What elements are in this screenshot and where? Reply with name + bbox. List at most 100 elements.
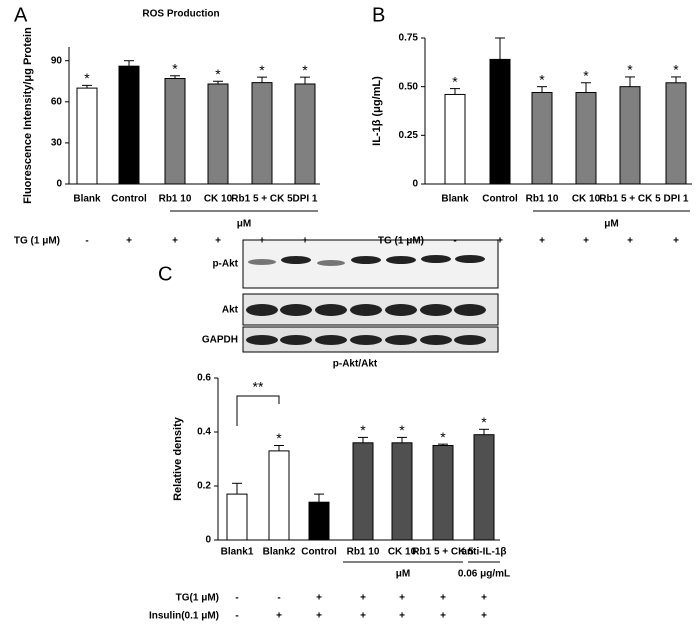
- treatment-sign: +: [302, 236, 308, 247]
- western-blot: [242, 239, 499, 353]
- bar: [76, 87, 98, 185]
- treatment-sign: +: [583, 236, 589, 247]
- treatment-sign: +: [276, 611, 282, 622]
- group-label: μM: [237, 219, 251, 230]
- chart-title: ROS Production: [142, 9, 219, 20]
- x-tick-label: CK 10: [388, 547, 417, 558]
- y-axis-label: Relative density: [172, 416, 184, 501]
- bar: [308, 501, 330, 541]
- x-tick-label: Rb1 10: [347, 547, 380, 558]
- x-tick-label: Blank: [73, 194, 101, 205]
- bar: [352, 442, 374, 541]
- bar: [444, 93, 466, 185]
- treatment-sign: +: [399, 611, 405, 622]
- treatment-sign: -: [235, 611, 238, 622]
- blot-row: [242, 239, 499, 289]
- x-tick-label: Blank: [441, 194, 469, 205]
- bar: [391, 442, 413, 541]
- x-tick-label: Control: [301, 547, 337, 558]
- bar: [432, 445, 454, 541]
- treatment-sign: +: [399, 593, 405, 604]
- y-tick-label: 90: [51, 55, 63, 66]
- treatment-sign: +: [360, 593, 366, 604]
- panel-label: B: [372, 4, 385, 26]
- significance-mark: *: [440, 429, 446, 445]
- x-tick-label: Control: [482, 194, 518, 205]
- x-tick-label: Rb1 5 + CK 5: [412, 547, 474, 558]
- x-tick-label: DPI 1: [663, 194, 688, 205]
- bar: [294, 83, 316, 185]
- bar: [473, 434, 495, 541]
- treatment-sign: +: [316, 611, 322, 622]
- y-tick-label: 0: [412, 179, 418, 190]
- y-tick-label: 0.75: [399, 33, 419, 44]
- treatment-sign: +: [360, 611, 366, 622]
- x-tick-label: Blank2: [263, 547, 296, 558]
- bracket-label: **: [253, 379, 264, 395]
- panel-label: A: [14, 4, 28, 26]
- y-tick-label: 0.50: [399, 81, 419, 92]
- treatment-sign: +: [440, 593, 446, 604]
- bar: [665, 82, 687, 185]
- treatment-sign: +: [259, 236, 265, 247]
- blot-label: p-Akt: [212, 259, 238, 270]
- significance-mark: *: [360, 422, 366, 438]
- treatment-sign: +: [172, 236, 178, 247]
- y-tick-label: 0.25: [399, 130, 419, 141]
- significance-mark: *: [399, 422, 405, 438]
- treatment-sign: +: [627, 236, 633, 247]
- blot-label: Akt: [222, 305, 239, 316]
- significance-mark: *: [452, 73, 458, 89]
- x-tick-label: Rb1 10: [159, 194, 192, 205]
- bar: [251, 82, 273, 185]
- significance-mark: *: [539, 71, 545, 87]
- significance-mark: *: [84, 70, 90, 86]
- significance-mark: *: [215, 66, 221, 82]
- bar: [575, 92, 597, 185]
- treatment-sign: +: [539, 236, 545, 247]
- x-tick-label: CK 10: [204, 194, 233, 205]
- group-label: μM: [396, 569, 410, 580]
- y-tick-label: 60: [51, 96, 63, 107]
- treatment-label: Insulin(0.1 μM): [149, 611, 219, 622]
- significance-mark: *: [481, 414, 487, 430]
- y-axis-label: Fluorescence Intensity/μg Protein: [22, 27, 34, 204]
- y-axis-label: IL-1β (μg/mL): [371, 76, 383, 146]
- x-tick-label: Blank1: [221, 547, 254, 558]
- treatment-label: TG(1 μM): [176, 593, 219, 604]
- x-tick-label: Control: [111, 194, 147, 205]
- significance-mark: *: [673, 62, 679, 78]
- treatment-sign: -: [85, 236, 88, 247]
- x-tick-label: Rb1 5 + CK 5: [231, 194, 293, 205]
- treatment-sign: +: [215, 236, 221, 247]
- significance-mark: *: [627, 62, 633, 78]
- significance-mark: *: [302, 62, 308, 78]
- treatment-sign: +: [673, 236, 679, 247]
- treatment-label: TG (1 μM): [378, 236, 424, 247]
- bar: [268, 450, 290, 541]
- bar: [118, 65, 140, 185]
- treatment-sign: +: [126, 236, 132, 247]
- treatment-sign: +: [440, 611, 446, 622]
- bar: [619, 86, 641, 185]
- significance-bracket: [236, 395, 280, 426]
- y-tick-label: 30: [51, 138, 63, 149]
- bar: [164, 78, 186, 185]
- significance-mark: *: [172, 60, 178, 76]
- y-tick-label: 0.2: [197, 481, 211, 492]
- treatment-label: TG (1 μM): [14, 236, 60, 247]
- treatment-sign: +: [316, 593, 322, 604]
- y-tick-label: 0.4: [197, 427, 211, 438]
- significance-mark: *: [259, 62, 265, 78]
- bar: [207, 83, 229, 185]
- treatment-sign: -: [235, 593, 238, 604]
- dose-label: 0.06 μg/mL: [458, 569, 510, 580]
- bar: [226, 493, 248, 541]
- treatment-sign: -: [277, 593, 280, 604]
- x-tick-label: CK 10: [572, 194, 601, 205]
- treatment-sign: +: [481, 593, 487, 604]
- treatment-sign: -: [453, 236, 456, 247]
- chart-title: p-Akt/Akt: [333, 359, 378, 370]
- x-tick-label: DPI 1: [292, 194, 317, 205]
